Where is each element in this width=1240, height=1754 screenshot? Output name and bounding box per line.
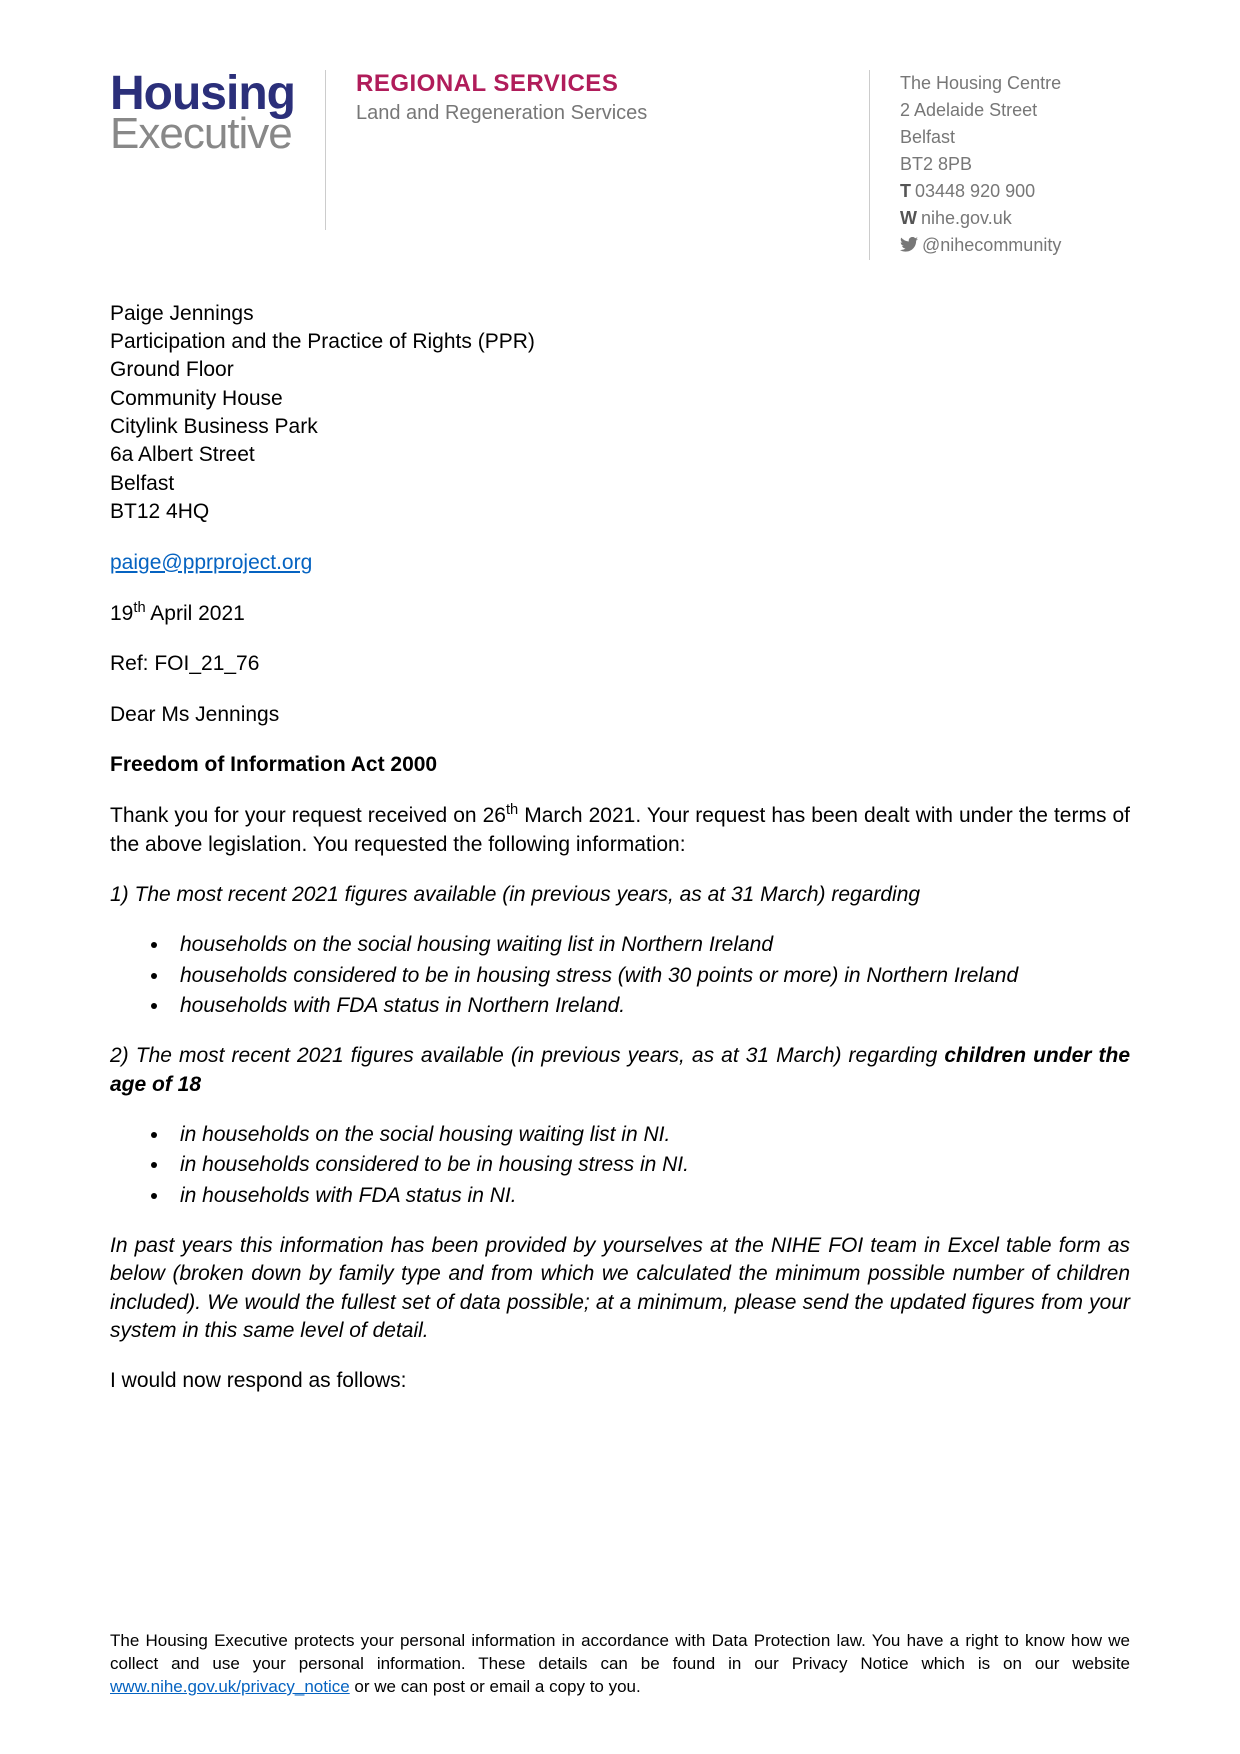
date-day: 19	[110, 602, 133, 625]
recipient-line: Ground Floor	[110, 356, 1130, 384]
twitter-handle: @nihecommunity	[922, 235, 1061, 255]
footer-text-b: or we can post or email a copy to you.	[350, 1677, 641, 1696]
recipient-line: Paige Jennings	[110, 300, 1130, 328]
list-item: households with FDA status in Northern I…	[170, 992, 1130, 1020]
response-lead: I would now respond as follows:	[110, 1367, 1130, 1395]
recipient-email-line: paige@pprproject.org	[110, 549, 1130, 577]
privacy-notice-link[interactable]: www.nihe.gov.uk/privacy_notice	[110, 1677, 350, 1696]
recipient-line: Belfast	[110, 470, 1130, 498]
letterhead: Housing Executive REGIONAL SERVICES Land…	[110, 70, 1130, 260]
list-item: in households with FDA status in NI.	[170, 1182, 1130, 1210]
letter-body: Paige Jennings Participation and the Pra…	[110, 300, 1130, 1396]
logo-line2: Executive	[110, 112, 295, 156]
recipient-address: Paige Jennings Participation and the Pra…	[110, 300, 1130, 527]
reference-line: Ref: FOI_21_76	[110, 650, 1130, 678]
contact-addr-3: Belfast	[900, 124, 1130, 151]
question-2-intro: 2) The most recent 2021 figures availabl…	[110, 1042, 1130, 1099]
department-subtitle: Land and Regeneration Services	[356, 102, 647, 125]
date-rest: April 2021	[146, 602, 245, 625]
web-label: W	[900, 208, 917, 228]
contact-web: Wnihe.gov.uk	[900, 205, 1130, 232]
list-item: households on the social housing waiting…	[170, 931, 1130, 959]
list-item: in households on the social housing wait…	[170, 1121, 1130, 1149]
department-block: REGIONAL SERVICES Land and Regeneration …	[356, 70, 647, 125]
privacy-footer: The Housing Executive protects your pers…	[110, 1630, 1130, 1699]
intro-pre: Thank you for your request received on 2…	[110, 804, 506, 827]
past-years-note: In past years this information has been …	[110, 1232, 1130, 1345]
list-item: households considered to be in housing s…	[170, 962, 1130, 990]
recipient-line: 6a Albert Street	[110, 441, 1130, 469]
recipient-line: Community House	[110, 385, 1130, 413]
twitter-icon	[900, 233, 918, 260]
salutation: Dear Ms Jennings	[110, 701, 1130, 729]
page: Housing Executive REGIONAL SERVICES Land…	[0, 0, 1240, 1754]
recipient-line: Citylink Business Park	[110, 413, 1130, 441]
tel-label: T	[900, 181, 911, 201]
logo: Housing Executive	[110, 70, 295, 156]
subject-line: Freedom of Information Act 2000	[110, 751, 1130, 779]
recipient-line: Participation and the Practice of Rights…	[110, 328, 1130, 356]
contact-block: The Housing Centre 2 Adelaide Street Bel…	[869, 70, 1130, 260]
recipient-email[interactable]: paige@pprproject.org	[110, 551, 312, 574]
tel-value: 03448 920 900	[915, 181, 1035, 201]
contact-addr-4: BT2 8PB	[900, 151, 1130, 178]
contact-addr-2: 2 Adelaide Street	[900, 97, 1130, 124]
divider	[325, 70, 326, 230]
contact-addr-1: The Housing Centre	[900, 70, 1130, 97]
list-item: in households considered to be in housin…	[170, 1151, 1130, 1179]
footer-text-a: The Housing Executive protects your pers…	[110, 1631, 1130, 1673]
contact-tel: T03448 920 900	[900, 178, 1130, 205]
q2-intro-a: 2) The most recent 2021 figures availabl…	[110, 1044, 944, 1067]
question-2-list: in households on the social housing wait…	[110, 1121, 1130, 1210]
intro-paragraph: Thank you for your request received on 2…	[110, 801, 1130, 859]
date-suffix: th	[133, 600, 145, 616]
question-1-intro: 1) The most recent 2021 figures availabl…	[110, 881, 1130, 909]
department-title: REGIONAL SERVICES	[356, 70, 647, 98]
letter-date: 19th April 2021	[110, 599, 1130, 628]
web-value: nihe.gov.uk	[921, 208, 1012, 228]
intro-suffix: th	[506, 802, 518, 818]
recipient-line: BT12 4HQ	[110, 498, 1130, 526]
contact-twitter: @nihecommunity	[900, 232, 1130, 260]
question-1-list: households on the social housing waiting…	[110, 931, 1130, 1020]
